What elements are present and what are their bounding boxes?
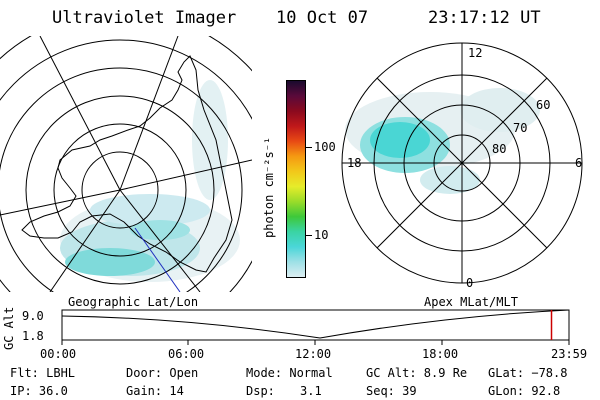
colorbar-tick-100 [306, 147, 312, 148]
door-info: Door: Open [126, 366, 199, 380]
glon-info: GLon: 92.8 [488, 384, 561, 398]
timeline-x-tick-0600: 06:00 [168, 347, 205, 361]
colorbar [286, 80, 306, 278]
geo-latitude-circles [0, 36, 252, 292]
timeline-y-tick-max: 9.0 [22, 309, 44, 323]
seq-info: Seq: 39 [366, 384, 417, 398]
geo-panel-label: Geographic Lat/Lon [68, 295, 199, 309]
dsp-label: Dsp: [246, 384, 275, 398]
timeline-x-tick-1800: 18:00 [422, 347, 459, 361]
colorbar-tick-10 [306, 235, 312, 236]
timeline-y-tick-min: 1.8 [22, 329, 44, 343]
timeline-x-ticks [61, 340, 570, 345]
time-label: 23:17:12 UT [428, 8, 541, 28]
mlt-label-0: 0 [466, 276, 474, 290]
mlt-label-12: 12 [468, 46, 483, 60]
instrument-title: Ultraviolet Imager [52, 8, 237, 28]
mlat-label-70: 70 [513, 121, 528, 135]
apex-mlt-lines [342, 43, 582, 283]
terminator-line [134, 227, 181, 292]
mode-info: Mode: Normal [246, 366, 333, 380]
glat-info: GLat: −78.8 [488, 366, 568, 380]
orbit-altitude-curve [61, 309, 570, 339]
dsp-value: 3.1 [300, 384, 322, 398]
mlt-label-18: 18 [347, 156, 362, 170]
timeline-x-tick-2359: 23:59 [551, 347, 588, 361]
apex-panel-label: Apex MLat/MLT [424, 295, 518, 309]
colorbar-label-10: 10 [314, 228, 329, 242]
ip-info: IP: 36.0 [10, 384, 68, 398]
mlt-label-6: 6 [575, 156, 583, 170]
apex-aurora-region [345, 88, 540, 194]
colorbar-label-100: 100 [314, 140, 336, 154]
timeline-x-tick-1200: 12:00 [295, 347, 332, 361]
gain-info: Gain: 14 [126, 384, 184, 398]
filter-info: Flt: LBHL [10, 366, 76, 380]
timeline-x-tick-0000: 00:00 [40, 347, 77, 361]
coastline [21, 55, 233, 273]
date-label: 10 Oct 07 [276, 8, 369, 28]
mlat-label-60: 60 [536, 98, 551, 112]
gc-alt-info: GC Alt: 8.9 Re [366, 366, 468, 380]
geo-meridians [0, 36, 252, 292]
mlat-label-80: 80 [492, 142, 507, 156]
